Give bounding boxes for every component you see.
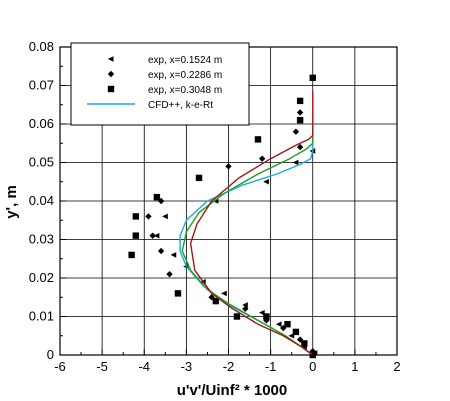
data-point [166, 270, 173, 278]
series-line [189, 91, 314, 356]
data-point [254, 136, 262, 143]
legend-swatch-marker [107, 56, 114, 62]
x-tick-label: 2 [393, 359, 400, 374]
data-point [157, 197, 165, 205]
data-point [296, 116, 304, 124]
data-point [145, 213, 152, 220]
data-point [132, 232, 140, 239]
y-tick-label: 0.03 [29, 232, 54, 247]
x-tick-label: -6 [54, 359, 66, 374]
legend-swatch-marker [107, 85, 115, 93]
y-tick-label: 0.04 [29, 193, 54, 208]
y-tick-label: 0.02 [29, 270, 54, 285]
series-5 [189, 91, 314, 356]
data-point [153, 232, 160, 239]
y-tick-label: 0.05 [29, 155, 54, 170]
data-point [170, 252, 177, 258]
y-tick-label: 0.01 [29, 309, 54, 324]
data-point [275, 321, 282, 327]
data-point [157, 247, 165, 255]
data-point [195, 174, 203, 182]
data-point [301, 340, 308, 347]
x-tick-label: -3 [181, 359, 193, 374]
y-tick-label: 0 [47, 347, 54, 362]
data-point [296, 109, 304, 116]
series-line [181, 124, 314, 356]
y-tick-label: 0.08 [29, 39, 54, 54]
data-point [292, 328, 300, 336]
data-point [242, 305, 249, 312]
data-point [296, 97, 304, 105]
series-0 [153, 148, 318, 356]
series-4 [181, 124, 314, 356]
series-1 [145, 109, 316, 355]
data-point [128, 251, 135, 259]
data-point [162, 213, 168, 220]
legend-label: exp, x=0.1524 m [148, 55, 222, 66]
data-point [263, 178, 269, 185]
data-point [233, 313, 241, 320]
data-point [212, 297, 220, 305]
y-axis-title: y', m [3, 185, 20, 219]
x-axis-title: u'v'/Uinf² * 1000 [177, 382, 288, 399]
data-point [263, 313, 270, 320]
x-tick-label: -4 [138, 359, 150, 374]
legend-label: exp, x=0.2286 m [148, 70, 222, 81]
x-tick-label: -1 [265, 359, 277, 374]
data-point [225, 163, 232, 170]
x-tick-label: -2 [223, 359, 235, 374]
data-point [259, 155, 266, 162]
data-point [296, 143, 304, 151]
x-tick-label: 0 [309, 359, 316, 374]
y-tick-label: 0.07 [29, 78, 54, 93]
data-point [221, 290, 227, 297]
data-point [174, 290, 182, 297]
series-2 [128, 74, 316, 359]
data-point [284, 321, 291, 328]
legend-label: CFD++, k-e-Rt [148, 100, 213, 111]
data-point [292, 159, 299, 166]
legend-swatch-marker [107, 70, 115, 78]
data-point [153, 193, 161, 201]
data-point [309, 74, 316, 81]
x-tick-label: -5 [96, 359, 108, 374]
legend: exp, x=0.1524 m exp, x=0.2286 m exp, x=0.3… [70, 42, 250, 126]
legend-label: exp, x=0.3048 m [148, 85, 222, 96]
legend-box [70, 42, 250, 126]
series-layer [128, 74, 318, 359]
data-point [242, 302, 248, 308]
data-point [132, 213, 140, 220]
y-tick-label: 0.06 [29, 116, 54, 131]
data-point [292, 128, 300, 135]
data-point [149, 232, 156, 239]
x-tick-label: 1 [351, 359, 358, 374]
